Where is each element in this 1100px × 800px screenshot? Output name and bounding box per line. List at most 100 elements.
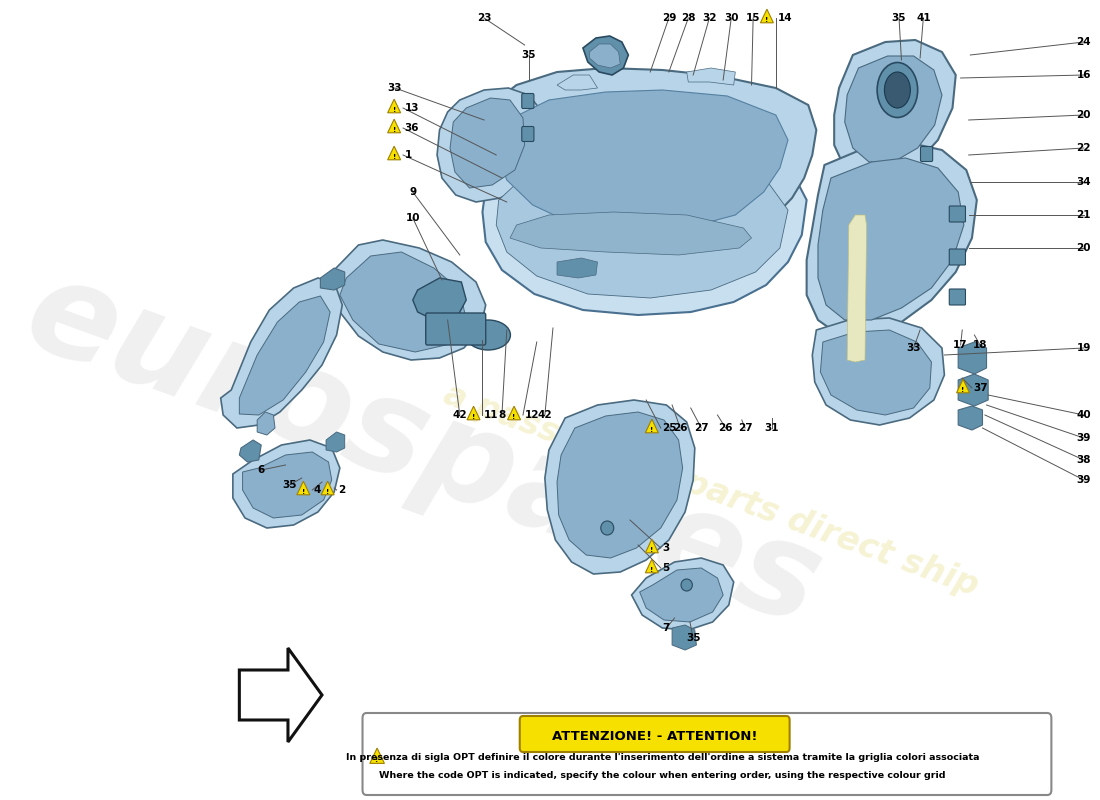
- Polygon shape: [507, 406, 520, 420]
- Text: !: !: [650, 546, 653, 553]
- Polygon shape: [845, 56, 942, 162]
- Polygon shape: [387, 146, 400, 160]
- Text: 42: 42: [538, 410, 552, 420]
- Text: 15: 15: [746, 13, 760, 23]
- Text: 9: 9: [409, 187, 416, 197]
- Text: 38: 38: [1077, 455, 1091, 465]
- Polygon shape: [412, 278, 466, 320]
- Text: 20: 20: [1077, 110, 1091, 120]
- Polygon shape: [646, 419, 658, 433]
- Polygon shape: [387, 119, 400, 133]
- Polygon shape: [646, 539, 658, 553]
- Text: !: !: [472, 414, 475, 419]
- Polygon shape: [437, 88, 549, 202]
- FancyBboxPatch shape: [949, 249, 966, 265]
- Polygon shape: [243, 452, 332, 518]
- Text: 25: 25: [662, 423, 676, 433]
- Polygon shape: [332, 240, 486, 360]
- Text: 5: 5: [662, 563, 670, 573]
- Text: 1: 1: [405, 150, 411, 160]
- Polygon shape: [496, 90, 788, 232]
- Polygon shape: [257, 412, 275, 435]
- Polygon shape: [483, 68, 816, 252]
- Text: !: !: [513, 414, 516, 419]
- Text: !: !: [375, 757, 378, 762]
- Polygon shape: [557, 412, 683, 558]
- Text: 35: 35: [686, 633, 701, 643]
- Polygon shape: [957, 379, 969, 393]
- Polygon shape: [233, 440, 340, 528]
- Polygon shape: [583, 36, 628, 75]
- Text: 12: 12: [525, 410, 539, 420]
- Polygon shape: [958, 406, 982, 430]
- Polygon shape: [686, 68, 735, 85]
- Text: 20: 20: [1077, 243, 1091, 253]
- Polygon shape: [958, 374, 988, 406]
- Polygon shape: [958, 342, 987, 374]
- Text: 22: 22: [1077, 143, 1091, 153]
- Ellipse shape: [681, 579, 692, 591]
- Polygon shape: [297, 481, 310, 494]
- Text: 28: 28: [681, 13, 695, 23]
- Text: 40: 40: [1077, 410, 1091, 420]
- Text: 2: 2: [338, 485, 345, 495]
- Text: 10: 10: [406, 213, 420, 223]
- FancyBboxPatch shape: [949, 289, 966, 305]
- Polygon shape: [646, 559, 658, 573]
- Text: 36: 36: [405, 123, 419, 133]
- Text: 16: 16: [1077, 70, 1091, 80]
- Text: 21: 21: [1077, 210, 1091, 220]
- Text: In presenza di sigla OPT definire il colore durante l'inserimento dell'ordine a : In presenza di sigla OPT definire il col…: [345, 754, 979, 762]
- Text: eurospares: eurospares: [10, 247, 837, 653]
- Text: 32: 32: [702, 13, 716, 23]
- Polygon shape: [544, 400, 695, 574]
- Text: 18: 18: [972, 340, 988, 350]
- Text: 8: 8: [498, 410, 506, 420]
- Text: !: !: [393, 126, 396, 133]
- Text: 3: 3: [662, 543, 670, 553]
- Text: !: !: [301, 489, 305, 494]
- Text: 39: 39: [1077, 475, 1091, 485]
- FancyBboxPatch shape: [949, 206, 966, 222]
- FancyBboxPatch shape: [921, 146, 933, 162]
- Polygon shape: [834, 40, 956, 180]
- Text: 7: 7: [662, 623, 670, 633]
- Text: 33: 33: [387, 83, 403, 93]
- Polygon shape: [510, 212, 751, 255]
- Text: !: !: [326, 489, 329, 494]
- Text: !: !: [766, 17, 769, 22]
- Text: 35: 35: [521, 50, 536, 60]
- Polygon shape: [672, 625, 696, 650]
- Text: 17: 17: [954, 340, 968, 350]
- Polygon shape: [557, 75, 597, 90]
- Polygon shape: [847, 215, 867, 362]
- Text: 35: 35: [892, 13, 906, 23]
- Polygon shape: [483, 138, 806, 315]
- Polygon shape: [631, 558, 734, 630]
- Text: Where the code OPT is indicated, specify the colour when entering order, using t: Where the code OPT is indicated, specify…: [379, 771, 946, 781]
- Text: !: !: [650, 426, 653, 433]
- Polygon shape: [496, 158, 788, 298]
- Text: 19: 19: [1077, 343, 1091, 353]
- FancyBboxPatch shape: [521, 126, 534, 142]
- Text: 30: 30: [724, 13, 738, 23]
- Polygon shape: [321, 481, 334, 494]
- Ellipse shape: [877, 62, 917, 118]
- Polygon shape: [326, 432, 344, 452]
- Text: ATTENZIONE! - ATTENTION!: ATTENZIONE! - ATTENTION!: [551, 730, 757, 742]
- Polygon shape: [557, 258, 597, 278]
- Polygon shape: [450, 98, 525, 188]
- Text: a passion for parts direct ship: a passion for parts direct ship: [439, 378, 983, 602]
- Text: 4: 4: [314, 485, 321, 495]
- Text: 31: 31: [764, 423, 779, 433]
- Polygon shape: [340, 252, 466, 352]
- Text: 6: 6: [257, 465, 265, 475]
- Text: !: !: [961, 386, 965, 393]
- Text: 29: 29: [662, 13, 676, 23]
- Polygon shape: [760, 10, 773, 22]
- Polygon shape: [812, 318, 945, 425]
- Polygon shape: [468, 406, 480, 420]
- Text: 27: 27: [738, 423, 752, 433]
- Polygon shape: [806, 142, 977, 335]
- Text: !: !: [650, 566, 653, 573]
